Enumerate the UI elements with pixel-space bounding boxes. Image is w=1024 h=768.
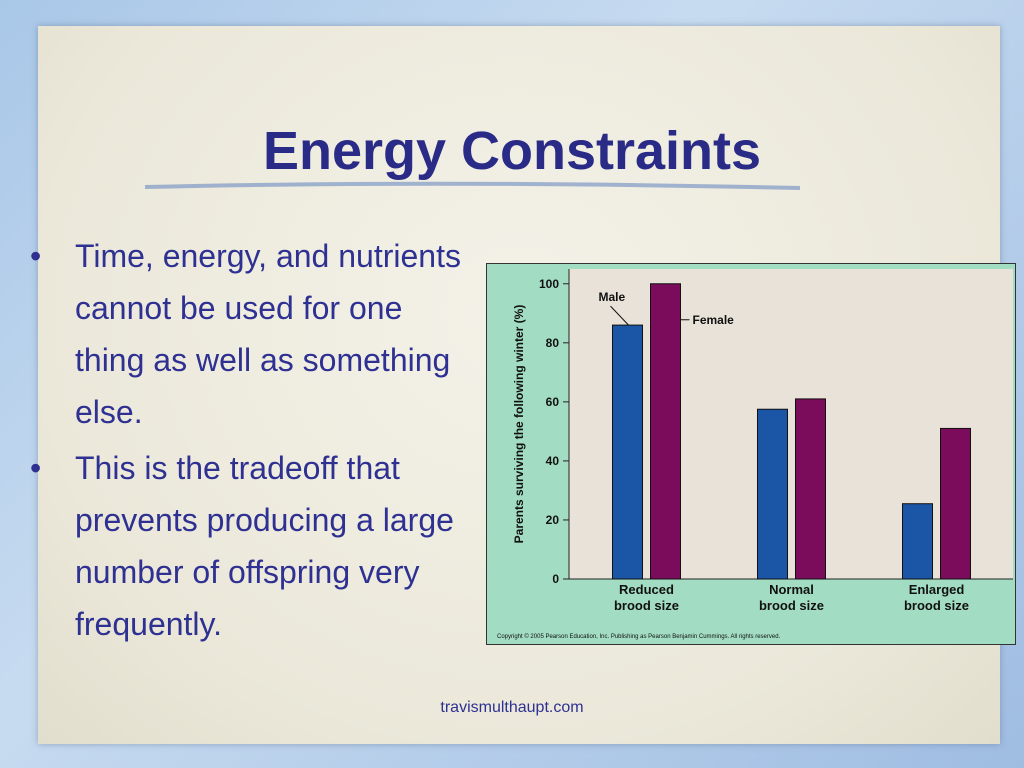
y-tick-label: 60 [546,395,560,409]
x-tick-label: Normal brood size [758,582,824,613]
chart: 0 20 40 60 80 100 Parents surviving the follow… [486,263,1016,645]
y-tick-label: 80 [546,336,560,350]
bar [940,427,971,580]
y-tick-label: 40 [546,454,560,468]
bar [795,398,826,580]
title-underline [144,181,801,190]
bullet: This is the tradeoff that prevents produ… [30,442,470,650]
bar [650,283,681,580]
bullet-list: Time, energy, and nutrients cannot be us… [30,230,470,654]
slide-title: Energy Constraints [262,121,762,181]
x-tick-label: Reduced brood size [613,582,679,613]
y-tick-label: 20 [546,513,560,527]
legend-label: Male [599,290,626,304]
legend-label: Female [693,313,735,327]
legend-leader [610,305,629,326]
copyright: Copyright © 2005 Pearson Education, Inc.… [497,633,781,640]
bar [902,503,933,580]
chart-canvas: 0 20 40 60 80 100 Parents surviving the follow… [497,269,1013,640]
footer: travismulthaupt.com [440,699,584,716]
y-tick-label: 0 [552,572,559,586]
bullet: Time, energy, and nutrients cannot be us… [30,230,470,438]
y-axis-label: Parents surviving the following winter (… [512,305,526,544]
bar [757,408,788,580]
bar [612,324,643,580]
y-tick-label: 100 [539,277,559,291]
x-tick-label: Enlarged brood size [903,582,969,613]
